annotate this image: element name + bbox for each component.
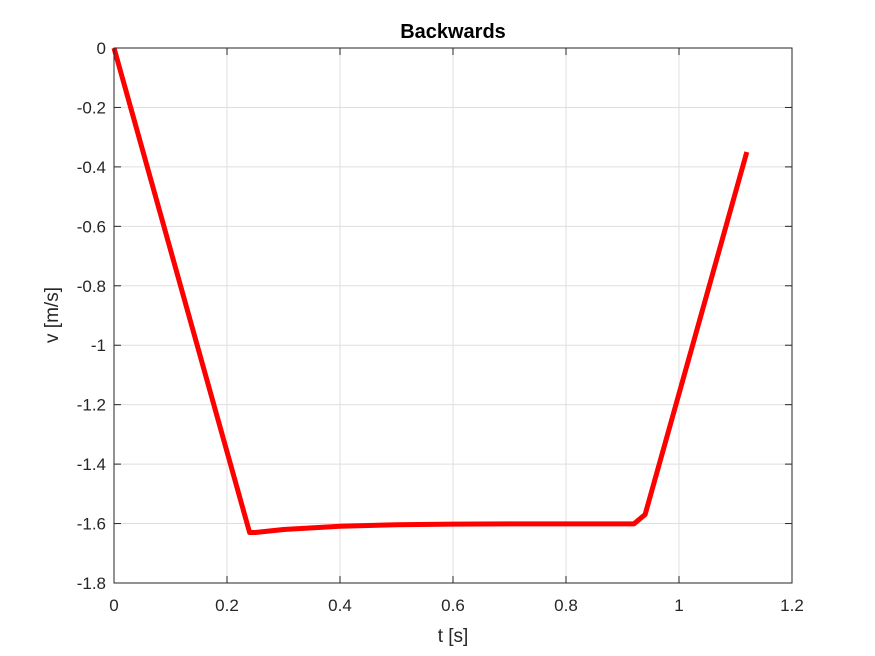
x-tick-labels: 0 0.2 0.4 0.6 0.8 1 1.2 [109, 596, 804, 615]
y-tick-label: -0.8 [77, 277, 106, 296]
y-tick-label: -1.2 [77, 396, 106, 415]
y-tick-label: -1 [91, 336, 106, 355]
y-tick-label: -0.2 [77, 98, 106, 117]
y-tick-label: -1.4 [77, 455, 106, 474]
x-tick-label: 0.2 [215, 596, 239, 615]
series-layer [111, 47, 750, 535]
x-tick-label: 1.2 [780, 596, 804, 615]
y-tick-label: 0 [97, 39, 106, 58]
x-tick-label: 1 [674, 596, 683, 615]
x-tick-label: 0.6 [441, 596, 465, 615]
y-tick-labels: 0 -0.2 -0.4 -0.6 -0.8 -1 -1.2 -1.4 -1.6 -1.8 [77, 39, 106, 593]
series-line [111, 47, 750, 535]
ticks [113, 47, 793, 584]
x-tick-label: 0 [109, 596, 118, 615]
y-tick-label: -1.8 [77, 574, 106, 593]
x-tick-label: 0.8 [554, 596, 578, 615]
x-axis-label: t [s] [438, 626, 469, 647]
x-tick-label: 0.4 [328, 596, 352, 615]
y-tick-label: -0.6 [77, 217, 106, 236]
y-tick-label: -1.6 [77, 515, 106, 534]
chart-title: Backwards [400, 21, 506, 43]
y-tick-label: -0.4 [77, 158, 106, 177]
y-axis-label: v [m/s] [42, 287, 63, 343]
